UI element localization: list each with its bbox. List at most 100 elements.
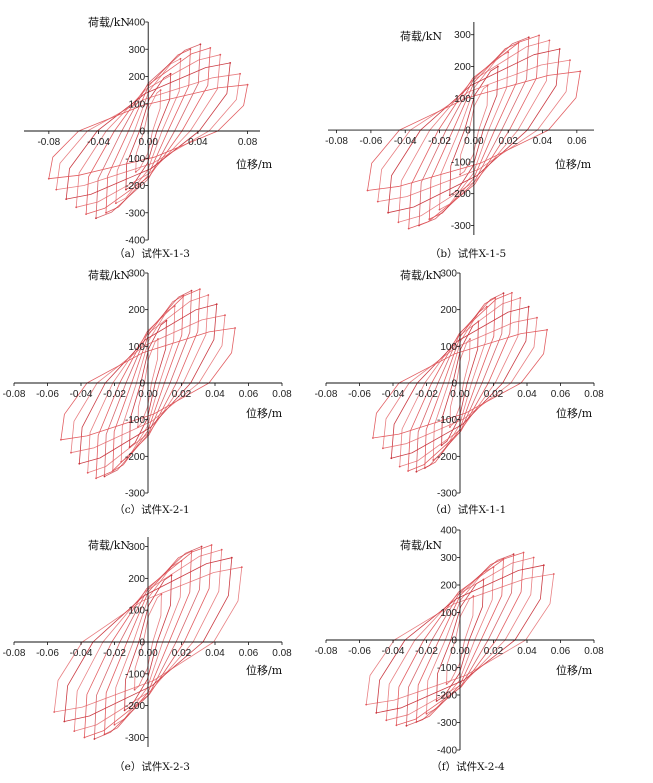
valley-point [395,724,398,727]
x-tick-label: 0.00 [450,646,470,657]
x-tick-label: -0.06 [348,389,371,400]
valley-point [105,211,107,214]
valley-point [115,202,117,205]
valley-point [47,177,50,180]
valley-point [85,213,87,216]
valley-point [366,189,369,192]
x-tick-label: 0.06 [239,389,259,400]
peak-point [569,59,571,61]
valley-point [405,724,408,727]
valley-point [385,719,388,722]
y-tick-label: -200 [451,189,471,200]
peak-point [522,551,525,554]
valley-point [75,206,78,209]
y-tick-label: 0 [139,379,145,390]
x-tick-label: 0.00 [464,136,484,147]
x-tick-label: -0.08 [37,137,60,148]
y-tick-label: 200 [129,72,146,83]
peak-point [210,544,213,546]
chart-panel-c: -0.08 -0.06 -0.04 -0.02 0.00 0.02 0.04 0.06 0.08… [3,269,293,517]
valley-point [459,173,461,176]
panel-caption: （f）试件X-2-4 [431,761,505,773]
x-tick-label: -0.08 [315,646,338,657]
x-axis-label: 位移/m [556,663,593,677]
x-tick-label: -0.06 [360,136,383,147]
x-tick-label: -0.02 [103,389,126,400]
y-tick-label: 300 [128,542,145,553]
y-tick-label: 400 [129,18,146,29]
peak-point [189,48,192,51]
y-tick-label: -300 [451,221,471,232]
y-tick-label: -300 [125,733,145,744]
x-tick-label: -0.02 [428,136,451,147]
x-tick-label: 0.08 [584,646,604,657]
valley-point [63,720,66,723]
valley-point [397,221,400,224]
x-tick-label: -0.04 [70,648,93,659]
valley-point [376,200,379,203]
y-tick-label: 100 [128,342,145,353]
y-tick-label: -200 [437,452,457,463]
valley-point [123,709,126,712]
peak-point [230,556,233,559]
y-tick-label: -200 [437,691,457,702]
x-tick-label: 0.06 [567,136,587,147]
peak-point [246,83,249,86]
peak-point [199,43,202,46]
x-tick-label: 0.06 [239,648,259,659]
y-tick-label: 0 [139,638,145,649]
valley-point [134,171,137,173]
x-tick-label: -0.08 [315,389,338,400]
valley-point [93,738,96,740]
peak-point [240,566,243,569]
valley-point [425,712,428,715]
valley-point [103,475,106,478]
peak-point [497,65,499,68]
peak-point [169,72,172,75]
y-tick-label: 400 [440,526,457,537]
valley-point [73,730,76,732]
y-tick-label: -400 [437,746,457,757]
chart-panel-b: -0.08 -0.06 -0.04 -0.02 0.00 0.02 0.04 0.06 -300… [325,22,594,260]
peak-point [220,548,223,551]
peak-point [165,319,168,322]
x-tick-label: 0.08 [584,389,604,400]
y-tick-label: -200 [125,452,145,463]
valley-point [86,471,89,474]
y-tick-label: 300 [129,45,146,56]
chart-panel-e: -0.08 -0.06 -0.04 -0.02 0.00 0.02 0.04 0.06 0.08… [3,537,292,773]
x-tick-label: 0.06 [551,389,571,400]
panel-caption: （a）试件X-1-3 [114,248,190,260]
x-tick-label: -0.02 [415,646,438,657]
y-tick-label: 100 [129,99,146,110]
y-tick-label: 300 [440,553,457,564]
x-tick-label: -0.06 [36,389,59,400]
peak-point [532,556,535,559]
y-tick-label: 0 [140,127,146,138]
x-tick-label: 0.00 [138,389,158,400]
valley-point [133,688,136,691]
valley-point [78,462,81,465]
peak-point [507,51,510,54]
x-axis-label: 位移/m [556,406,593,420]
valley-point [407,227,410,230]
valley-point [435,700,438,702]
chart-panel-a: -0.08 -0.04 0.00 0.04 0.08 -400 -300 -200 -100 0 1… [24,16,273,260]
peak-point [200,545,203,548]
chart-panel-f: -0.08 -0.06 -0.04 -0.02 0.00 0.02 0.04 0.06 0.08… [315,526,605,774]
peak-point [234,327,237,329]
x-axis-label: 位移/m [555,157,592,171]
valley-point [382,447,384,450]
panel-caption: （e）试件X-2-3 [114,761,190,773]
x-tick-label: -0.06 [348,646,371,657]
x-tick-label: -0.08 [3,389,26,400]
peak-point [469,338,471,340]
x-tick-label: 0.04 [517,646,537,657]
y-tick-label: -300 [125,489,145,500]
peak-point [527,36,530,39]
x-tick-label: 0.06 [551,646,571,657]
y-axis-label: 荷载/kN [88,269,130,282]
peak-point [542,564,545,567]
x-tick-label: -0.04 [394,136,417,147]
peak-point [239,72,242,75]
